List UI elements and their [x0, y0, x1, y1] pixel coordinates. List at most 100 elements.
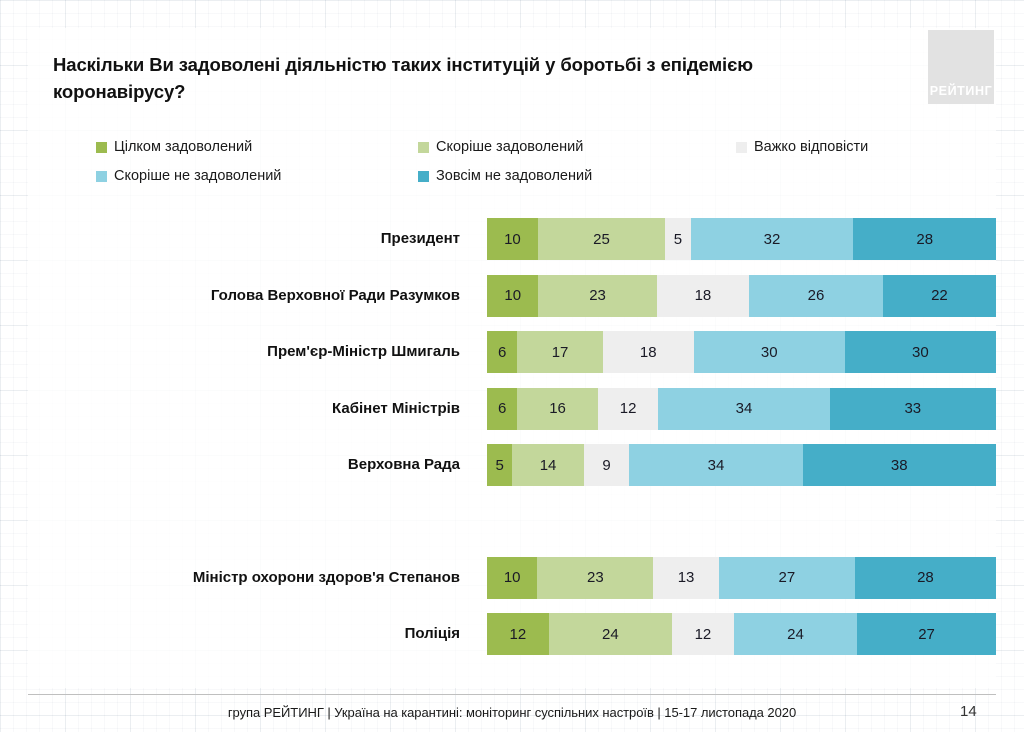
bar-segment[interactable]: 30: [844, 331, 996, 373]
legend-item-2[interactable]: Важко відповісти: [736, 140, 868, 155]
legend-swatch-icon-2: [736, 141, 747, 153]
bar-segment[interactable]: 12: [487, 613, 549, 655]
bar-segment[interactable]: 13: [653, 556, 719, 599]
bar-segment[interactable]: 33: [829, 387, 996, 430]
bar-value-label: 18: [694, 287, 712, 304]
bar-value-label: 16: [549, 400, 566, 417]
bar-segment[interactable]: 6: [487, 387, 518, 430]
chart-row: Прем'єр-Міністр Шмигаль 6 17 18 30 30: [0, 331, 1024, 373]
bar-value-label: 5: [495, 456, 504, 474]
bar-value-label: 24: [787, 625, 804, 643]
chart-row: Поліція 12 24 12 24 27: [0, 613, 1024, 655]
legend-label-0: Цілком задоволений: [114, 139, 253, 155]
bar-value-label: 30: [760, 343, 778, 361]
page-title: Наскільки Ви задоволені діяльністю таких…: [53, 54, 753, 102]
legend-item-3[interactable]: Скоріше не задоволений: [96, 169, 281, 184]
bar-value-label: 27: [918, 625, 935, 643]
bar-value-label: 30: [912, 343, 929, 361]
category-label: Голова Верховної Ради Разумков: [210, 286, 460, 304]
bar-segment[interactable]: 34: [658, 387, 830, 430]
category-label: Міністр охорони здоров'я Степанов: [192, 568, 460, 586]
bar-value-label: 34: [707, 456, 725, 474]
bar-segment[interactable]: 27: [857, 613, 996, 655]
bar-value-label: 34: [735, 400, 753, 417]
footer-divider: [28, 694, 996, 695]
bar-segment[interactable]: 10: [487, 218, 538, 260]
bar-segment[interactable]: 30: [693, 331, 845, 373]
bar-segment[interactable]: 12: [672, 613, 734, 655]
chart-row: Верховна Рада 5 14 9 34 38: [0, 444, 1024, 486]
logo-text: РЕЙТИНГ: [929, 84, 993, 98]
legend-item-4[interactable]: Зовсім не задоволений: [418, 169, 592, 184]
bar-value-label: 33: [904, 400, 922, 417]
bar-value-label: 12: [619, 400, 637, 417]
rating-logo: РЕЙТИНГ: [928, 30, 994, 104]
bar-value-label: 27: [778, 569, 796, 586]
bar-value-label: 14: [539, 456, 557, 474]
legend-swatch-icon-4: [418, 170, 429, 182]
bar-segment[interactable]: 14: [512, 444, 584, 486]
page-number: 14: [960, 703, 977, 720]
bar-segment[interactable]: 10: [487, 556, 538, 599]
legend-item-0[interactable]: Цілком задоволений: [96, 140, 252, 155]
bar-segment[interactable]: 27: [718, 556, 855, 599]
bar-track: 10 25 5 32 28: [487, 218, 996, 260]
category-label: Верховна Рада: [347, 456, 460, 473]
bar-track: 5 14 9 34 38: [487, 444, 996, 486]
bar-segment[interactable]: 10: [487, 274, 539, 317]
bar-segment[interactable]: 23: [537, 556, 654, 599]
category-label: Поліція: [404, 625, 460, 642]
bar-value-label: 26: [807, 287, 825, 304]
bar-value-label: 6: [497, 343, 507, 361]
legend-label-1: Скоріше задоволений: [436, 139, 584, 155]
bar-track: 10 23 18 26 22: [487, 274, 996, 317]
bar-segment[interactable]: 34: [629, 444, 803, 486]
bar-value-label: 13: [677, 569, 695, 586]
bar-value-label: 17: [551, 343, 569, 361]
bar-segment[interactable]: 28: [854, 556, 996, 599]
bar-value-label: 25: [593, 230, 610, 248]
bar-segment[interactable]: 24: [733, 613, 858, 655]
bar-value-label: 23: [589, 287, 606, 304]
bar-segment[interactable]: 18: [656, 274, 750, 317]
bar-segment[interactable]: 26: [749, 274, 883, 317]
bar-track: 6 17 18 30 30: [487, 331, 996, 373]
bar-value-label: 38: [890, 456, 908, 474]
bar-segment[interactable]: 5: [487, 444, 513, 486]
footer-text: група РЕЙТИНГ | Україна на карантині: мо…: [227, 705, 797, 720]
legend-label-2: Важко відповісти: [754, 139, 869, 155]
legend-swatch-icon-3: [96, 170, 107, 182]
bar-segment[interactable]: 9: [583, 444, 630, 486]
bar-value-label: 12: [509, 625, 527, 643]
chart-row: Президент 10 25 5 32 28: [0, 218, 1024, 260]
bar-value-label: 6: [497, 400, 507, 417]
bar-track: 10 23 13 27 28: [487, 556, 996, 599]
bar-segment[interactable]: 18: [602, 331, 694, 373]
bar-value-label: 5: [673, 230, 683, 248]
bar-segment[interactable]: 16: [517, 387, 598, 430]
bar-segment[interactable]: 23: [538, 274, 657, 317]
chart-legend: Цілком задоволений Скоріше задоволений В…: [96, 138, 896, 190]
bar-value-label: 22: [931, 287, 948, 304]
category-label: Президент: [380, 230, 460, 247]
bar-segment[interactable]: 25: [537, 218, 666, 260]
bar-segment[interactable]: 38: [802, 444, 996, 486]
bar-segment[interactable]: 32: [690, 218, 854, 260]
legend-swatch-icon-1: [418, 141, 429, 153]
bar-segment[interactable]: 28: [853, 218, 996, 260]
bar-segment[interactable]: 6: [487, 331, 518, 373]
legend-label-4: Зовсім не задоволений: [436, 168, 593, 184]
legend-item-1[interactable]: Скоріше задоволений: [418, 140, 583, 155]
bar-value-label: 10: [504, 230, 521, 248]
bar-segment[interactable]: 22: [882, 274, 996, 317]
bar-segment[interactable]: 17: [517, 331, 603, 373]
legend-swatch-icon-0: [96, 141, 107, 153]
bar-segment[interactable]: 24: [548, 613, 673, 655]
bar-segment[interactable]: 12: [597, 387, 659, 430]
bar-segment[interactable]: 5: [665, 218, 691, 260]
bar-value-label: 12: [694, 625, 712, 643]
bar-track: 12 24 12 24 27: [487, 613, 996, 655]
bar-value-label: 10: [504, 287, 522, 304]
